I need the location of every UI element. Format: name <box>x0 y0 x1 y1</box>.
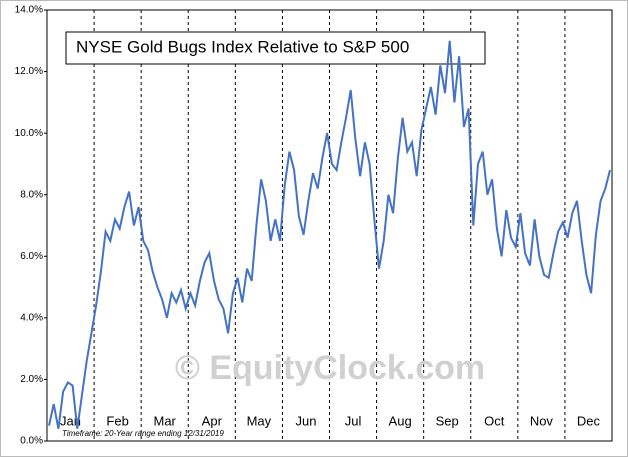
x-tick-label: Apr <box>202 413 223 428</box>
y-tick-label: 10.0% <box>15 128 43 139</box>
x-tick-label: Feb <box>106 413 128 428</box>
y-tick-label: 6.0% <box>20 251 43 262</box>
x-tick-label: May <box>247 413 272 428</box>
title-box <box>65 31 486 65</box>
x-tick-label: Sep <box>436 413 459 428</box>
x-tick-label: Jul <box>345 413 362 428</box>
y-tick-label: 12.0% <box>15 66 43 77</box>
y-tick-label: 4.0% <box>20 312 43 323</box>
y-tick-label: 8.0% <box>20 189 43 200</box>
watermark: © EquityClock.com <box>175 349 485 387</box>
x-tick-label: Dec <box>577 413 601 428</box>
x-tick-label: Nov <box>530 413 554 428</box>
x-tick-label: Aug <box>389 413 412 428</box>
x-tick-label: Jun <box>295 413 316 428</box>
footnote: Timeframe: 20-Year range ending 12/31/20… <box>62 429 224 438</box>
y-tick-label: 14.0% <box>15 5 43 16</box>
y-tick-label: 2.0% <box>20 374 43 385</box>
y-tick-label: 0.0% <box>20 436 43 447</box>
x-tick-label: Mar <box>154 413 177 428</box>
chart-title: NYSE Gold Bugs Index Relative to S&P 500 <box>76 37 409 56</box>
series-line <box>48 40 611 429</box>
x-tick-label: Oct <box>484 413 505 428</box>
